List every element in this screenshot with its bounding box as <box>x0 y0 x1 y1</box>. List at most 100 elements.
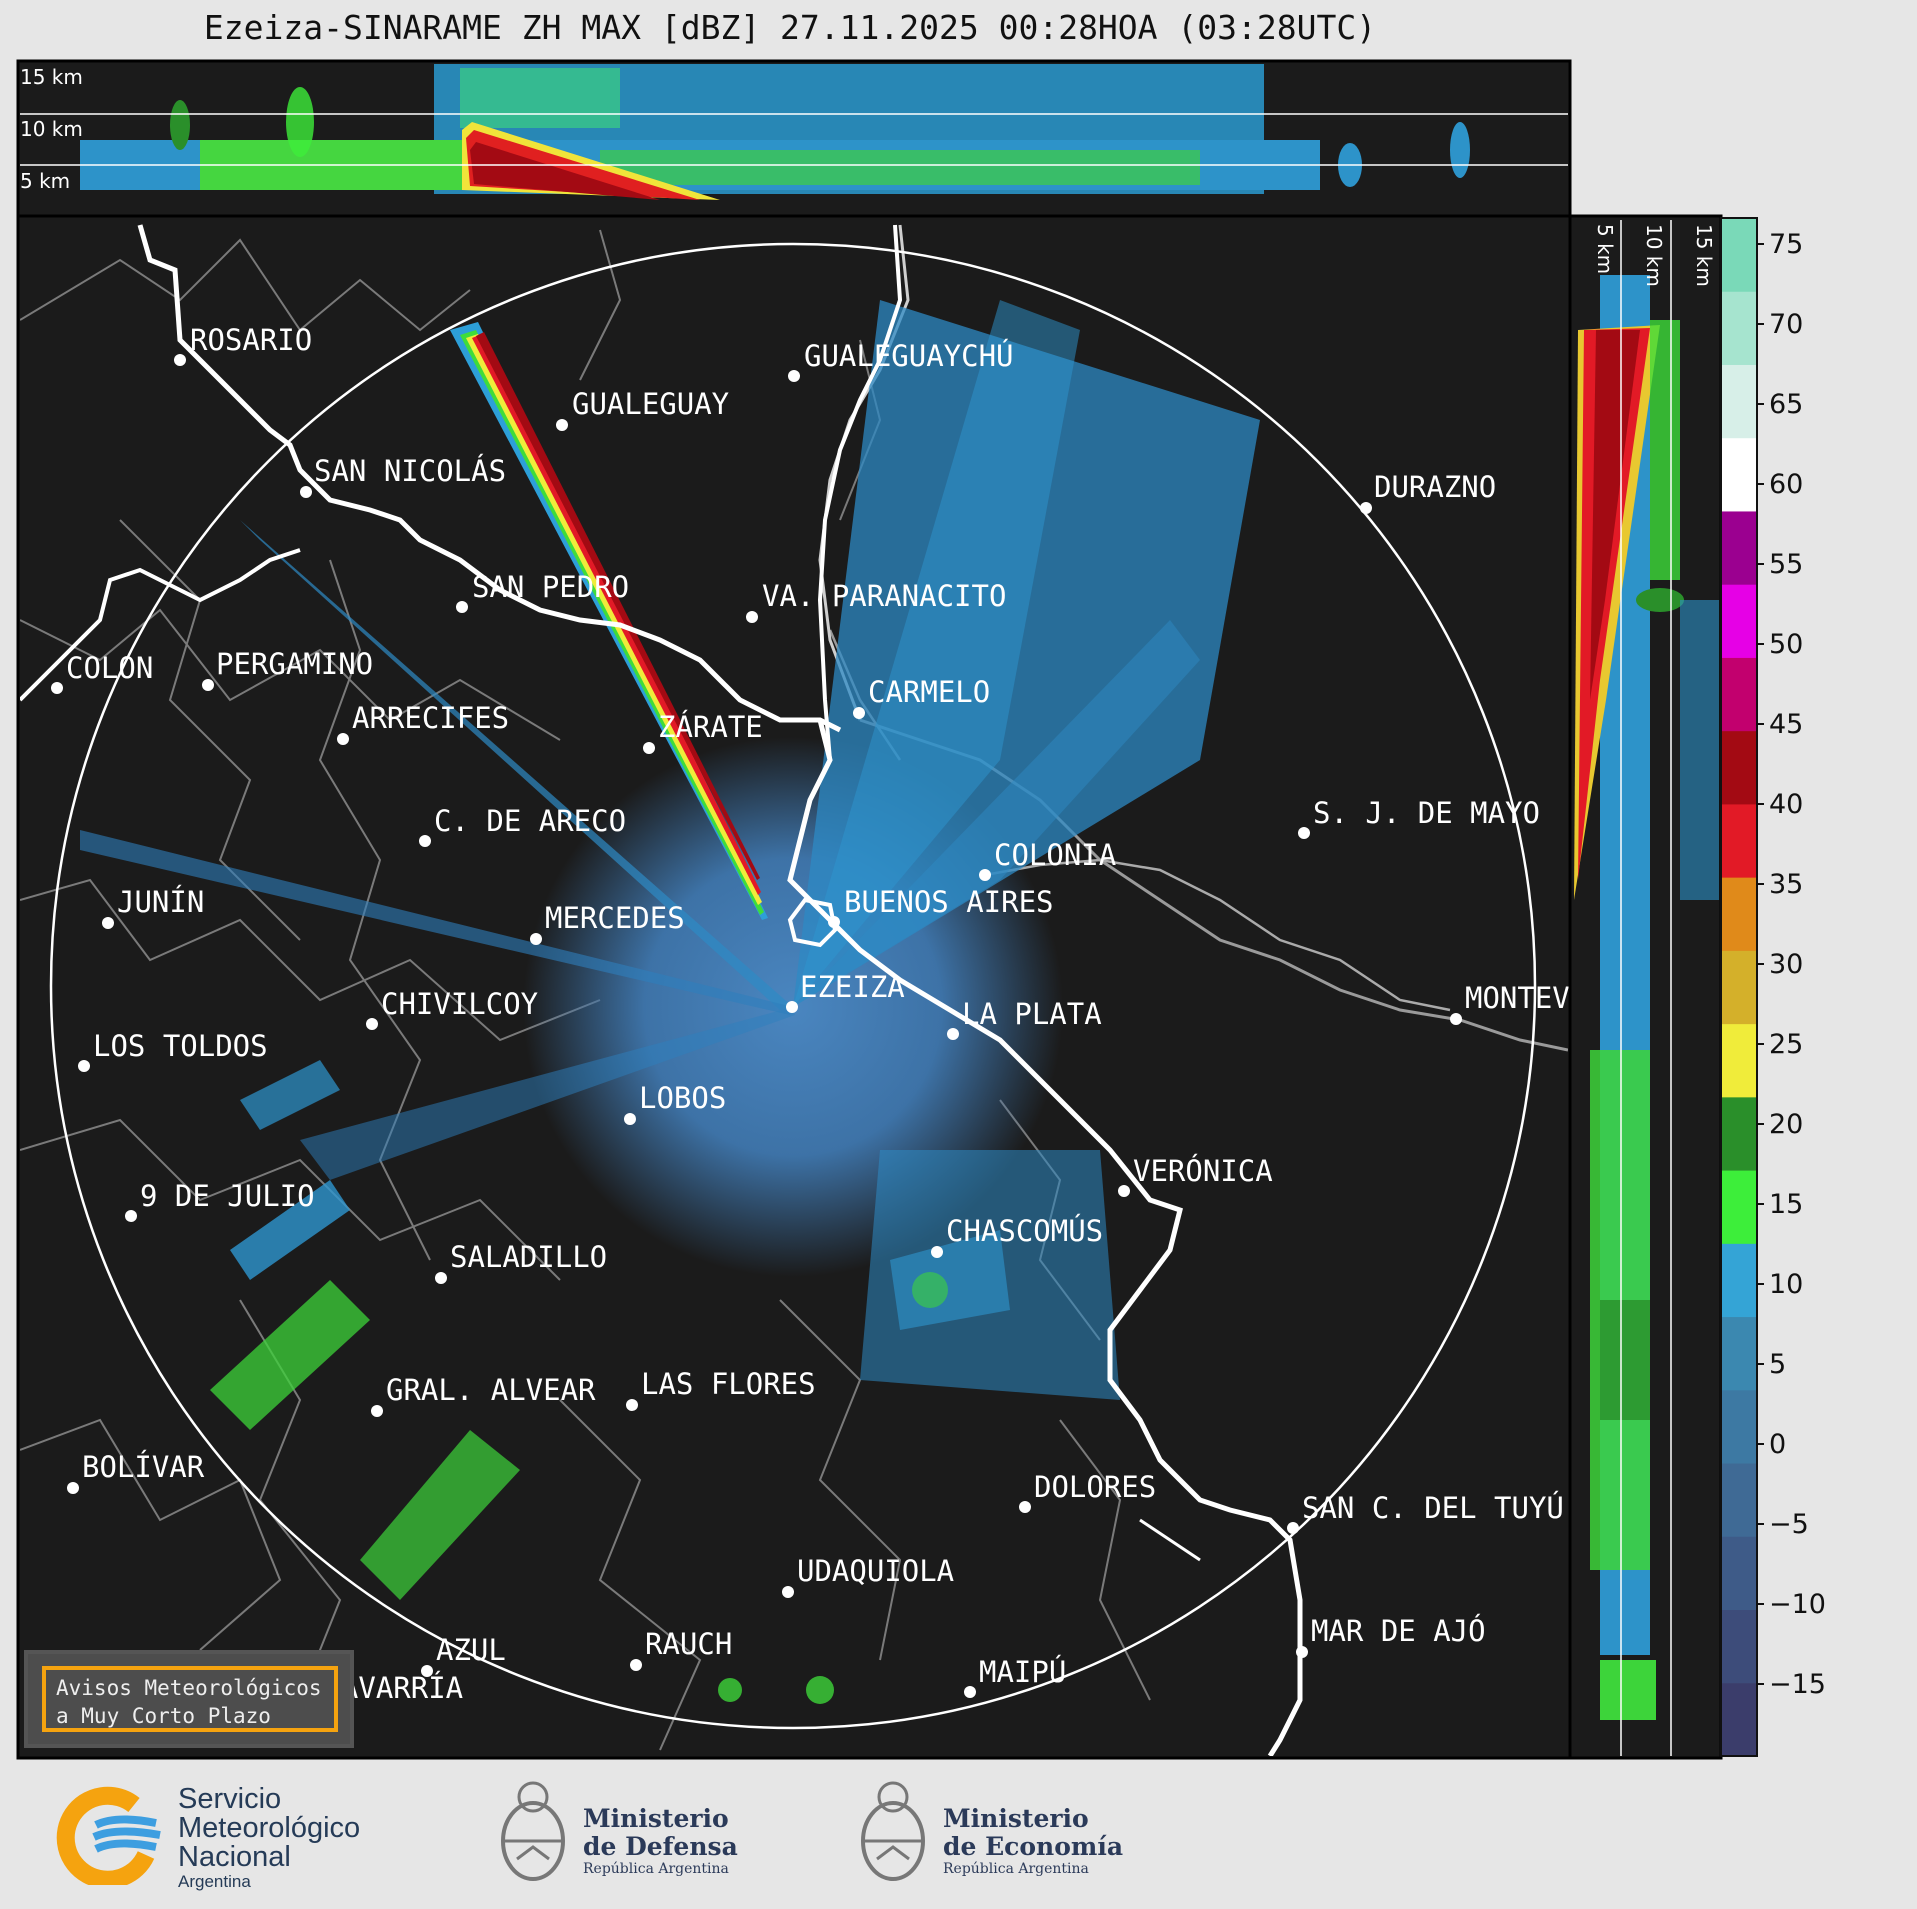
colorbar-segments <box>1721 218 1757 1757</box>
city-markers: ROSARIO GUALEGUAYCHÚ GUALEGUAY SAN NICOL… <box>51 323 1640 1714</box>
city-la-plata: LA PLATA <box>947 997 1102 1040</box>
colorbar-segment <box>1721 1609 1757 1684</box>
colorbar-tick-label: 75 <box>1769 229 1803 260</box>
smn-logo: Servicio Meteorológico Nacional Argentin… <box>56 1783 396 1891</box>
city-label: SALADILLO <box>450 1240 607 1274</box>
right-label-5km: 5 km <box>1593 224 1617 274</box>
colorbar-segment <box>1721 1682 1757 1757</box>
colorbar-segment <box>1721 1170 1757 1244</box>
city-san-pedro: SAN PEDRO <box>456 570 629 613</box>
city-label: LOBOS <box>639 1081 726 1115</box>
city-durazno: DURAZNO <box>1360 470 1496 514</box>
colorbar-segment <box>1721 657 1757 732</box>
smn-line1: Servicio <box>178 1783 282 1815</box>
city-label: BUENOS AIRES <box>844 885 1054 919</box>
city-label: ZÁRATE <box>658 710 763 744</box>
city-colonia: COLONIA <box>979 838 1116 881</box>
city-rauch: RAUCH <box>630 1627 732 1671</box>
coat-of-arms-icon <box>861 1781 925 1881</box>
smn-logo-icon <box>56 1786 161 1885</box>
city-zarate: ZÁRATE <box>643 710 763 754</box>
city-ezeiza: EZEIZA <box>786 970 905 1013</box>
smn-line3: Nacional <box>178 1841 291 1873</box>
alert-label: Avisos Meteorológicos a Muy Corto Plazo <box>42 1666 338 1732</box>
city-label: AZUL <box>436 1633 506 1667</box>
city-label: C. DE ARECO <box>434 804 626 838</box>
right-cross-section-panel: 5 km 10 km 15 km <box>1568 214 1723 1760</box>
city-sj-de-mayo: S. J. DE MAYO <box>1298 796 1540 839</box>
city-label: LOS TOLDOS <box>93 1029 268 1063</box>
city-label: DURAZNO <box>1374 470 1496 504</box>
colorbar-segment <box>1721 510 1757 585</box>
city-chascomus: CHASCOMÚS <box>931 1214 1103 1258</box>
defensa-logo: Ministerio de Defensa República Argentin… <box>495 1775 755 1895</box>
city-azul: AZUL <box>421 1633 506 1677</box>
city-label: VA. PARANACITO <box>762 579 1006 613</box>
colorbar-segment <box>1721 437 1757 512</box>
colorbar-tick-label: −5 <box>1769 1509 1809 1540</box>
city-label: ARRECIFES <box>352 701 509 735</box>
colorbar-tick-label: 55 <box>1769 549 1803 580</box>
city-label: PERGAMINO <box>216 647 373 681</box>
colorbar-segment <box>1721 1463 1757 1537</box>
city-colon: COLON <box>51 651 153 694</box>
city-label: CARMELO <box>868 675 990 709</box>
city-gualeguay: GUALEGUAY <box>556 387 729 431</box>
city-gualeguaychu: GUALEGUAYCHÚ <box>788 339 1014 382</box>
top-cross-section-panel: 15 km 10 km 5 km <box>16 59 1572 219</box>
city-lobos: LOBOS <box>624 1081 726 1125</box>
colorbar-tick-label: 5 <box>1769 1349 1786 1380</box>
city-maipu: MAIPÚ <box>964 1655 1066 1698</box>
colorbar-tick-label: 30 <box>1769 949 1803 980</box>
city-bolivar: BOLÍVAR <box>67 1450 205 1494</box>
city-c-de-areco: C. DE ARECO <box>419 804 626 847</box>
city-label: SAN NICOLÁS <box>314 454 506 488</box>
city-gral-alvear: GRAL. ALVEAR <box>371 1373 596 1417</box>
defensa-line2: de Defensa <box>583 1832 738 1861</box>
colorbar-tick-label: 25 <box>1769 1029 1803 1060</box>
top-label-10km: 10 km <box>20 117 83 141</box>
city-label: SAN PEDRO <box>472 570 629 604</box>
city-label: GUALEGUAYCHÚ <box>804 339 1014 373</box>
colorbar-segment <box>1721 1389 1757 1464</box>
smn-line2: Meteorológico <box>178 1812 361 1844</box>
province-border-line <box>20 548 301 702</box>
colorbar-tick-label: 35 <box>1769 869 1803 900</box>
range-ring <box>49 242 1537 1730</box>
city-rosario: ROSARIO <box>174 323 312 366</box>
colorbar-tick-label: −15 <box>1769 1669 1826 1700</box>
right-label-10km: 10 km <box>1642 224 1666 287</box>
caba-outline <box>787 897 838 948</box>
colorbar-tick-label: 65 <box>1769 389 1803 420</box>
radar-map-panel: ROSARIO GUALEGUAYCHÚ GUALEGUAY SAN NICOL… <box>16 214 1640 1760</box>
colorbar-segment <box>1721 1316 1757 1391</box>
city-label: S. J. DE MAYO <box>1313 796 1540 830</box>
colorbar-segment <box>1721 1243 1757 1318</box>
city-saladillo: SALADILLO <box>435 1240 607 1284</box>
city-mar-de-ajo: MAR DE AJÓ <box>1296 1614 1486 1658</box>
city-mercedes: MERCEDES <box>530 901 685 945</box>
city-udaquiola: UDAQUIOLA <box>782 1554 954 1598</box>
city-label: VERÓNICA <box>1133 1154 1273 1188</box>
city-label: LAS FLORES <box>641 1367 816 1401</box>
economia-sub: República Argentina <box>943 1861 1089 1877</box>
uruguay-river-border <box>817 224 903 761</box>
colorbar-segment <box>1721 803 1757 878</box>
colorbar-tick-label: 45 <box>1769 709 1803 740</box>
city-va-paranacito: VA. PARANACITO <box>746 579 1006 623</box>
colorbar-segment <box>1721 218 1757 292</box>
city-pergamino: PERGAMINO <box>202 647 373 691</box>
city-label: JUNÍN <box>117 885 204 919</box>
chart-title: Ezeiza-SINARAME ZH MAX [dBZ] 27.11.2025 … <box>203 8 1377 47</box>
city-label: GUALEGUAY <box>572 387 729 421</box>
alert-button[interactable]: Avisos Meteorológicos a Muy Corto Plazo <box>24 1650 354 1748</box>
city-san-nicolas: SAN NICOLÁS <box>300 454 506 498</box>
colorbar-segment <box>1721 1023 1757 1098</box>
colorbar-segment <box>1721 291 1757 365</box>
colorbar-tick-label: 50 <box>1769 629 1803 660</box>
city-veronica: VERÓNICA <box>1118 1154 1273 1197</box>
city-label: 9 DE JULIO <box>140 1179 315 1213</box>
top-label-5km: 5 km <box>20 169 70 193</box>
colorbar-segment <box>1721 730 1757 805</box>
city-label: MAIPÚ <box>979 1655 1066 1689</box>
